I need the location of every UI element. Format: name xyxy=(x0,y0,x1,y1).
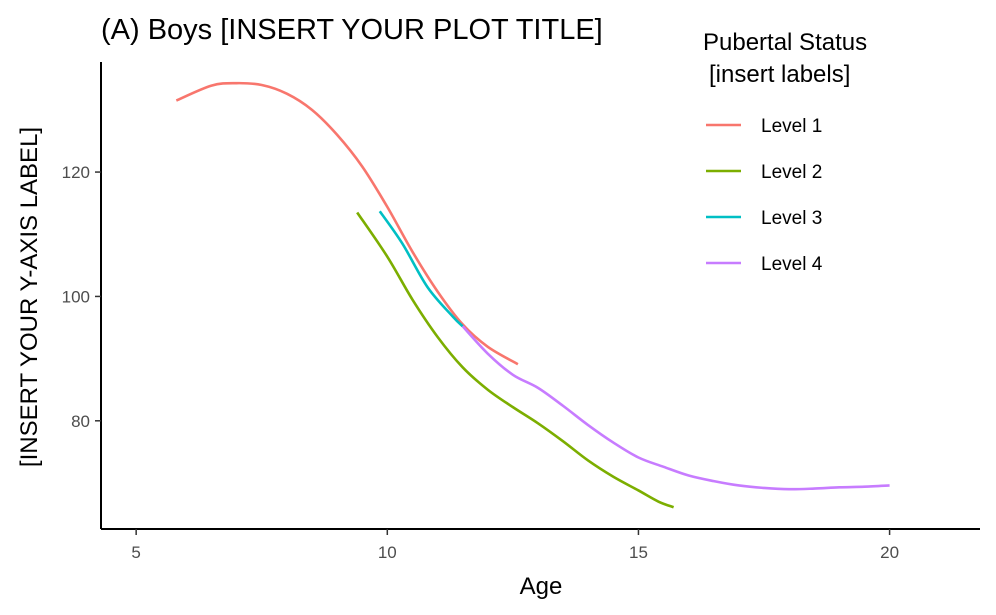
series-line-1 xyxy=(175,81,519,366)
legend-title-line-2: [insert labels] xyxy=(709,61,850,88)
legend: Level 1 Level 2 Level 3 Level 4 xyxy=(706,116,823,275)
x-axis-title: Age xyxy=(520,573,563,600)
y-tick-label: 100 xyxy=(62,287,90,306)
legend-title-line-1: Pubertal Status xyxy=(703,29,867,56)
series-line-3 xyxy=(378,210,464,328)
legend-label-4: Level 4 xyxy=(761,254,823,275)
x-tick-label: 10 xyxy=(378,543,397,562)
series-line-4 xyxy=(461,325,890,491)
legend-label-3: Level 3 xyxy=(761,208,822,229)
y-axis-title: [INSERT YOUR Y-AXIS LABEL] xyxy=(16,127,43,467)
legend-label-1: Level 1 xyxy=(761,116,822,137)
series-lines xyxy=(175,81,890,509)
x-tick-label: 5 xyxy=(131,543,140,562)
legend-label-2: Level 2 xyxy=(761,162,822,183)
y-tick-label: 120 xyxy=(62,163,90,182)
x-axis-ticks: 5 10 15 20 xyxy=(131,529,899,562)
y-tick-label: 80 xyxy=(71,412,90,431)
series-line-2 xyxy=(356,211,675,509)
chart-title: (A) Boys [INSERT YOUR PLOT TITLE] xyxy=(101,14,603,46)
y-axis-ticks: 80 100 120 xyxy=(62,163,101,431)
x-tick-label: 15 xyxy=(629,543,648,562)
x-tick-label: 20 xyxy=(880,543,899,562)
